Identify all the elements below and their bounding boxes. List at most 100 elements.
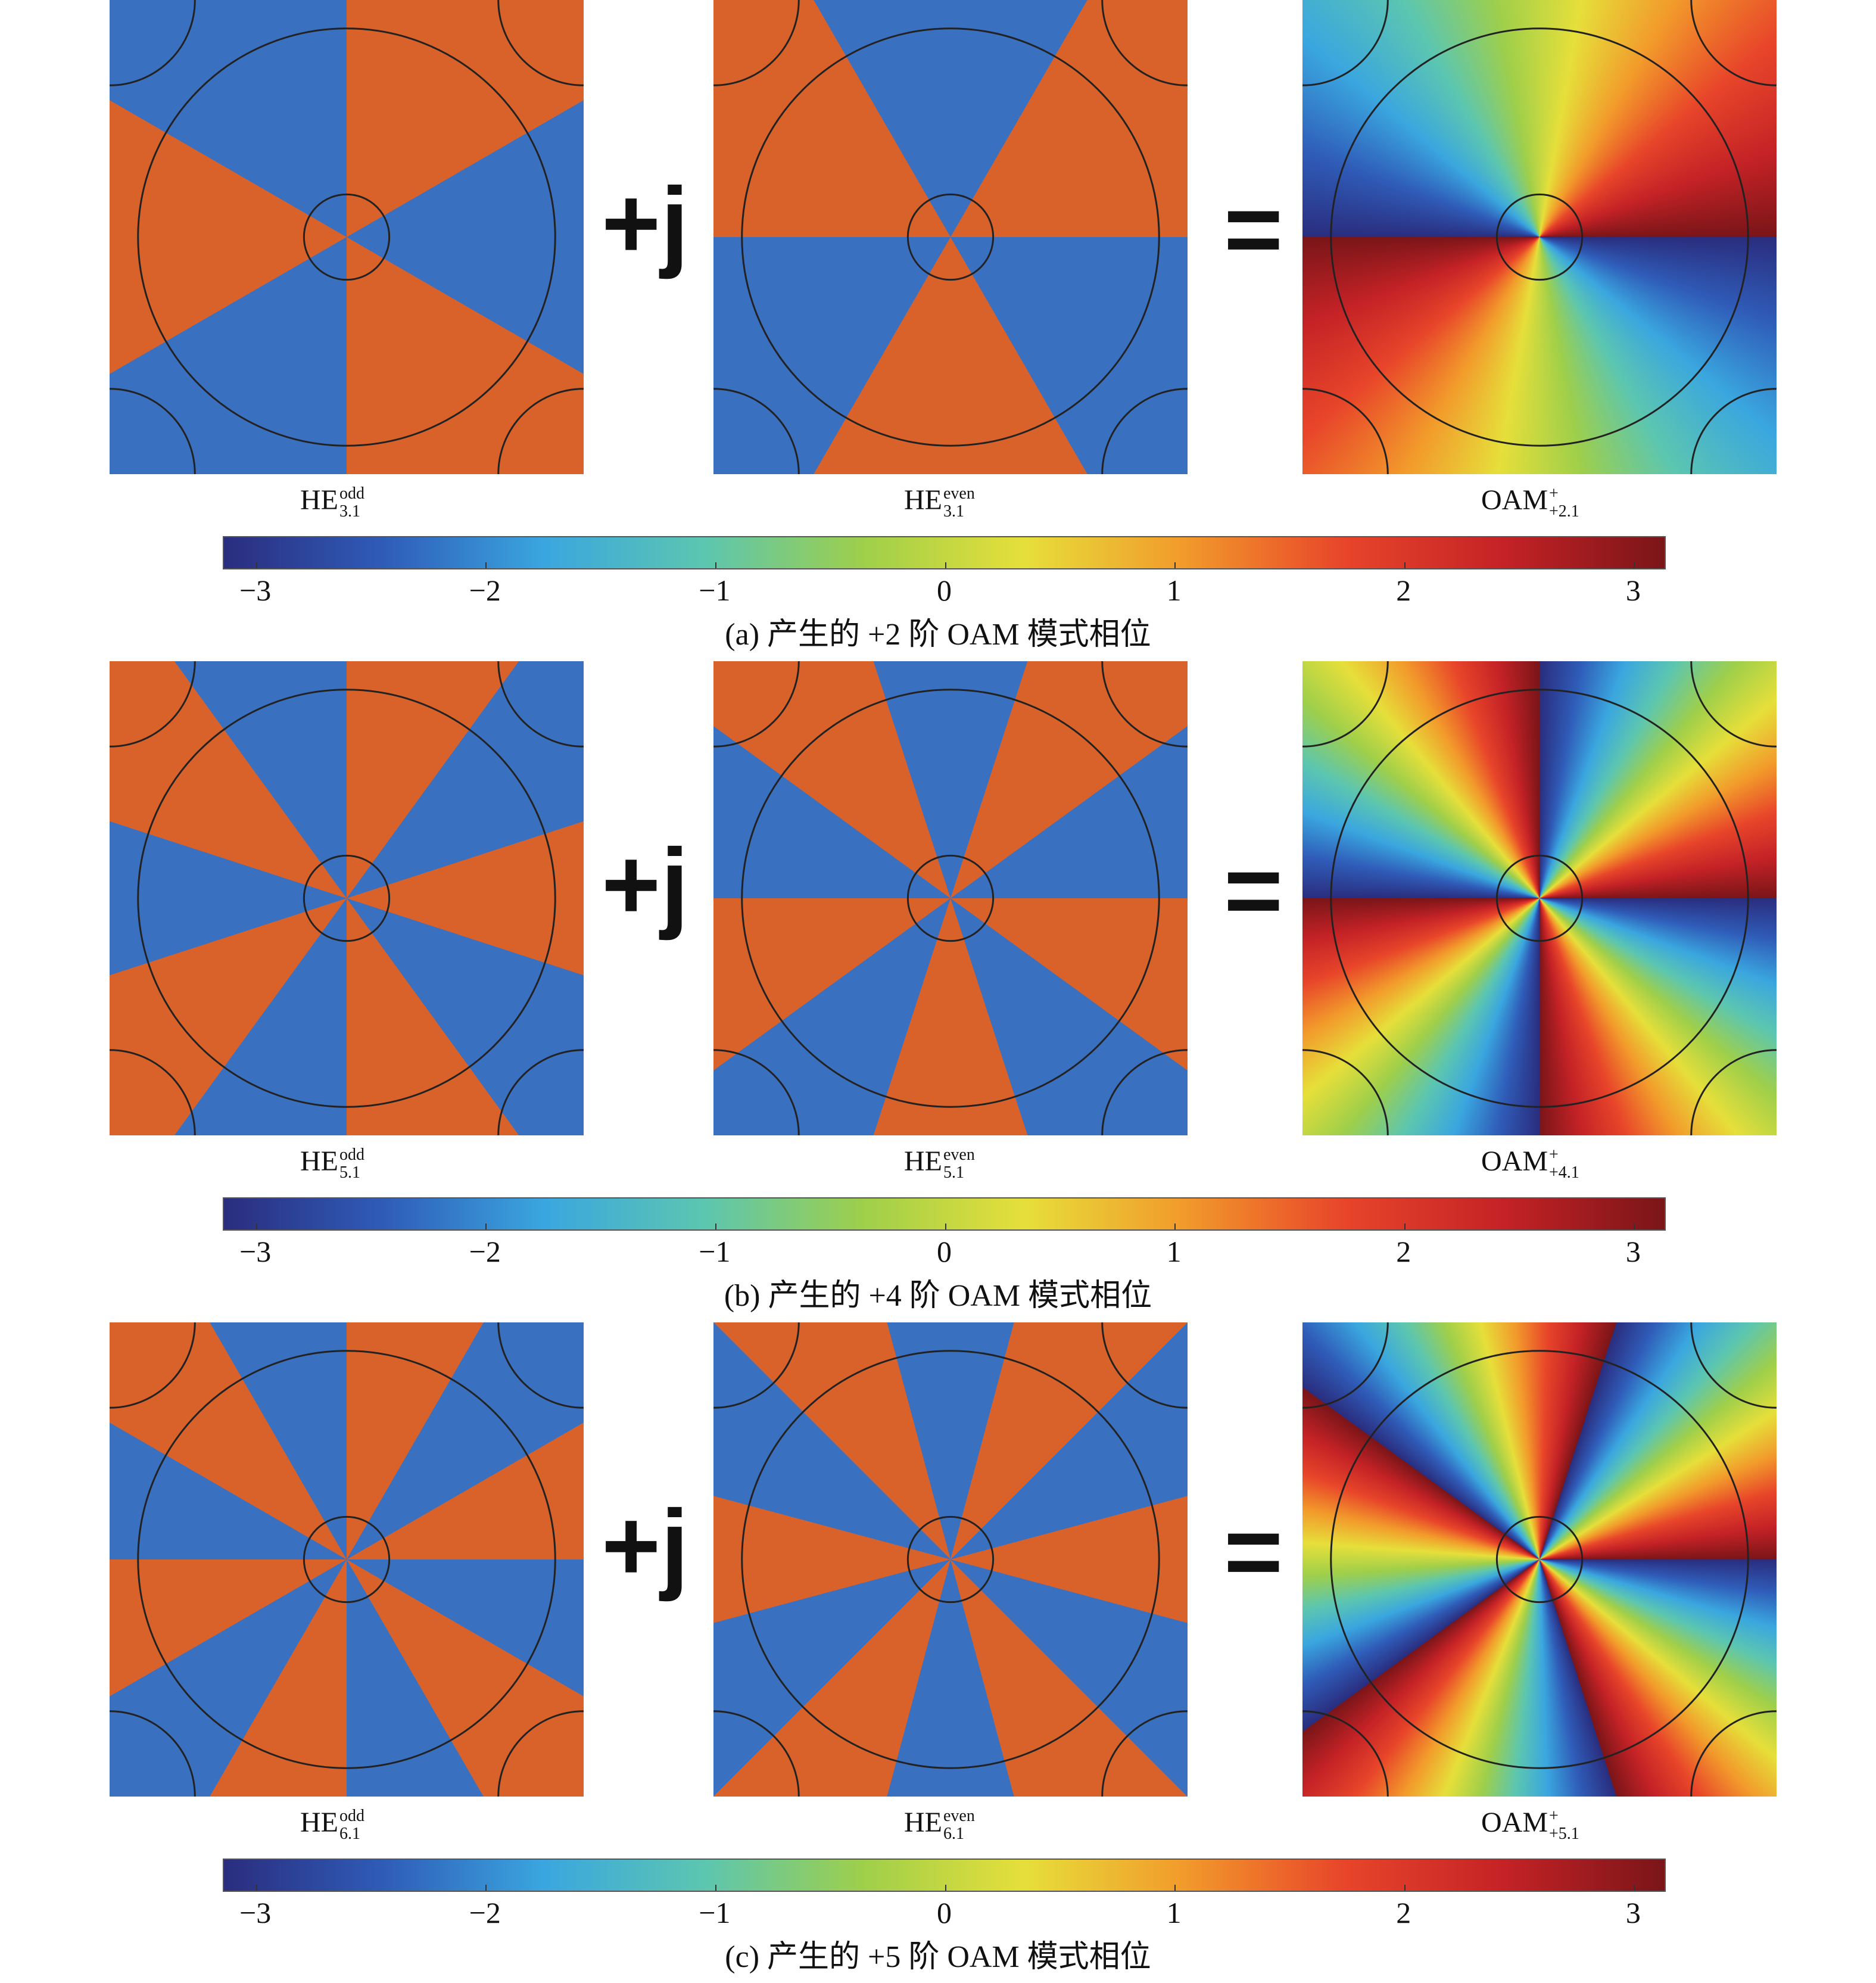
colorbar-tick-label: 1 <box>1166 1235 1182 1268</box>
outline-circle <box>110 1322 196 1409</box>
fiber-outline <box>110 661 584 1135</box>
outline-circle <box>497 661 584 748</box>
colorbar <box>223 536 1666 569</box>
label-sup: + <box>1549 1145 1559 1164</box>
colorbar-tick <box>1404 1885 1406 1891</box>
caption: (a) 产生的 +2 阶 OAM 模式相位 <box>725 618 1151 652</box>
outline-circle <box>1101 0 1188 86</box>
label-indices: + +5.1 <box>1549 1807 1579 1843</box>
equals: = <box>1224 173 1283 286</box>
label-indices: + +2.1 <box>1549 484 1579 521</box>
fiber-outline <box>713 1322 1188 1797</box>
plus-j: +j <box>602 828 689 941</box>
label-base: OAM <box>1481 484 1548 516</box>
colorbar-tick <box>1634 1885 1635 1891</box>
label-base: HE <box>300 1807 338 1838</box>
outline-circle <box>906 854 995 942</box>
colorbar-tick <box>1634 562 1635 568</box>
label-sup: even <box>943 1145 975 1164</box>
colorbar-tick-label: −1 <box>699 1235 731 1268</box>
colorbar-tick <box>255 562 257 568</box>
outline-circle <box>713 0 800 86</box>
label-sup: + <box>1549 484 1559 503</box>
fiber-outline <box>713 0 1188 474</box>
phase-map <box>713 1322 1188 1797</box>
colorbar-tick <box>1174 1224 1176 1229</box>
panel-label: HE odd 3.1 <box>300 484 364 521</box>
outline-circle <box>110 388 196 474</box>
outline-circle <box>497 388 584 474</box>
colorbar-tick-label: 0 <box>937 1896 952 1929</box>
fiber-outline <box>1302 661 1777 1135</box>
label-sup: + <box>1549 1806 1559 1825</box>
label-base: HE <box>300 484 338 516</box>
caption: (c) 产生的 +5 阶 OAM 模式相位 <box>725 1940 1151 1974</box>
label-indices: even 6.1 <box>943 1807 975 1843</box>
label-sub: +2.1 <box>1549 502 1579 521</box>
colorbar <box>223 1859 1666 1892</box>
label-indices: even 5.1 <box>943 1145 975 1182</box>
outline-circle <box>1101 388 1188 474</box>
label-indices: odd 3.1 <box>339 484 364 521</box>
outline-circle <box>1101 1322 1188 1409</box>
colorbar-tick <box>1174 1885 1176 1891</box>
colorbar-tick <box>715 1224 716 1229</box>
label-sup: odd <box>339 484 364 503</box>
colorbar-tick-label: 0 <box>937 574 952 607</box>
colorbar-tick-label: 2 <box>1396 1235 1411 1268</box>
outline-circle <box>303 1515 391 1604</box>
outline-circle <box>110 661 196 748</box>
outline-circle <box>713 661 800 748</box>
equals: = <box>1224 1495 1283 1608</box>
outline-circle <box>1495 193 1584 281</box>
colorbar-tick <box>1404 1224 1406 1229</box>
outline-circle <box>1690 1322 1777 1409</box>
colorbar-tick <box>945 1885 946 1891</box>
colorbar-tick-label: −1 <box>699 574 731 607</box>
plus-j: +j <box>602 167 689 280</box>
outline-circle <box>110 0 196 86</box>
outline-circle <box>741 689 1160 1108</box>
plus-j: +j <box>602 1489 689 1602</box>
label-sub: 6.1 <box>943 1824 964 1843</box>
colorbar-tick-label: 3 <box>1625 1235 1641 1268</box>
outline-circle <box>303 193 391 281</box>
label-sup: even <box>943 484 975 503</box>
label-sup: odd <box>339 1145 364 1164</box>
outline-circle <box>1330 27 1749 447</box>
colorbar-tick-label: −2 <box>469 1896 501 1929</box>
outline-circle <box>1302 388 1389 474</box>
colorbar-tick <box>485 1885 487 1891</box>
colorbar-tick-label: 1 <box>1166 1896 1182 1929</box>
panel-label: HE even 5.1 <box>904 1145 975 1182</box>
colorbar-tick <box>485 1224 487 1229</box>
outline-circle <box>1495 1515 1584 1604</box>
colorbar-tick-label: 0 <box>937 1235 952 1268</box>
outline-circle <box>713 388 800 474</box>
outline-circle <box>741 27 1160 447</box>
colorbar-tick-label: −3 <box>239 1235 272 1268</box>
panel-label: HE odd 5.1 <box>300 1145 364 1182</box>
outline-circle <box>137 689 556 1108</box>
label-sup: even <box>943 1806 975 1825</box>
panel-label: HE even 3.1 <box>904 484 975 521</box>
fiber-outline <box>110 1322 584 1797</box>
outline-circle <box>713 1049 800 1135</box>
colorbar-tick <box>715 1885 716 1891</box>
outline-circle <box>1330 689 1749 1108</box>
colorbar-tick <box>255 1885 257 1891</box>
panel-label: OAM + +5.1 <box>1481 1806 1579 1843</box>
outline-circle <box>1101 661 1188 748</box>
label-sub: +5.1 <box>1549 1824 1579 1843</box>
outline-circle <box>1302 661 1389 748</box>
colorbar-tick <box>255 1224 257 1229</box>
panel-label: HE even 6.1 <box>904 1806 975 1843</box>
outline-circle <box>497 1049 584 1135</box>
colorbar-tick-label: −1 <box>699 1896 731 1929</box>
label-base: HE <box>904 1807 942 1838</box>
label-indices: even 3.1 <box>943 484 975 521</box>
colorbar-tick-label: −3 <box>239 1896 272 1929</box>
colorbar-tick-label: 3 <box>1625 574 1641 607</box>
outline-circle <box>1101 1710 1188 1797</box>
